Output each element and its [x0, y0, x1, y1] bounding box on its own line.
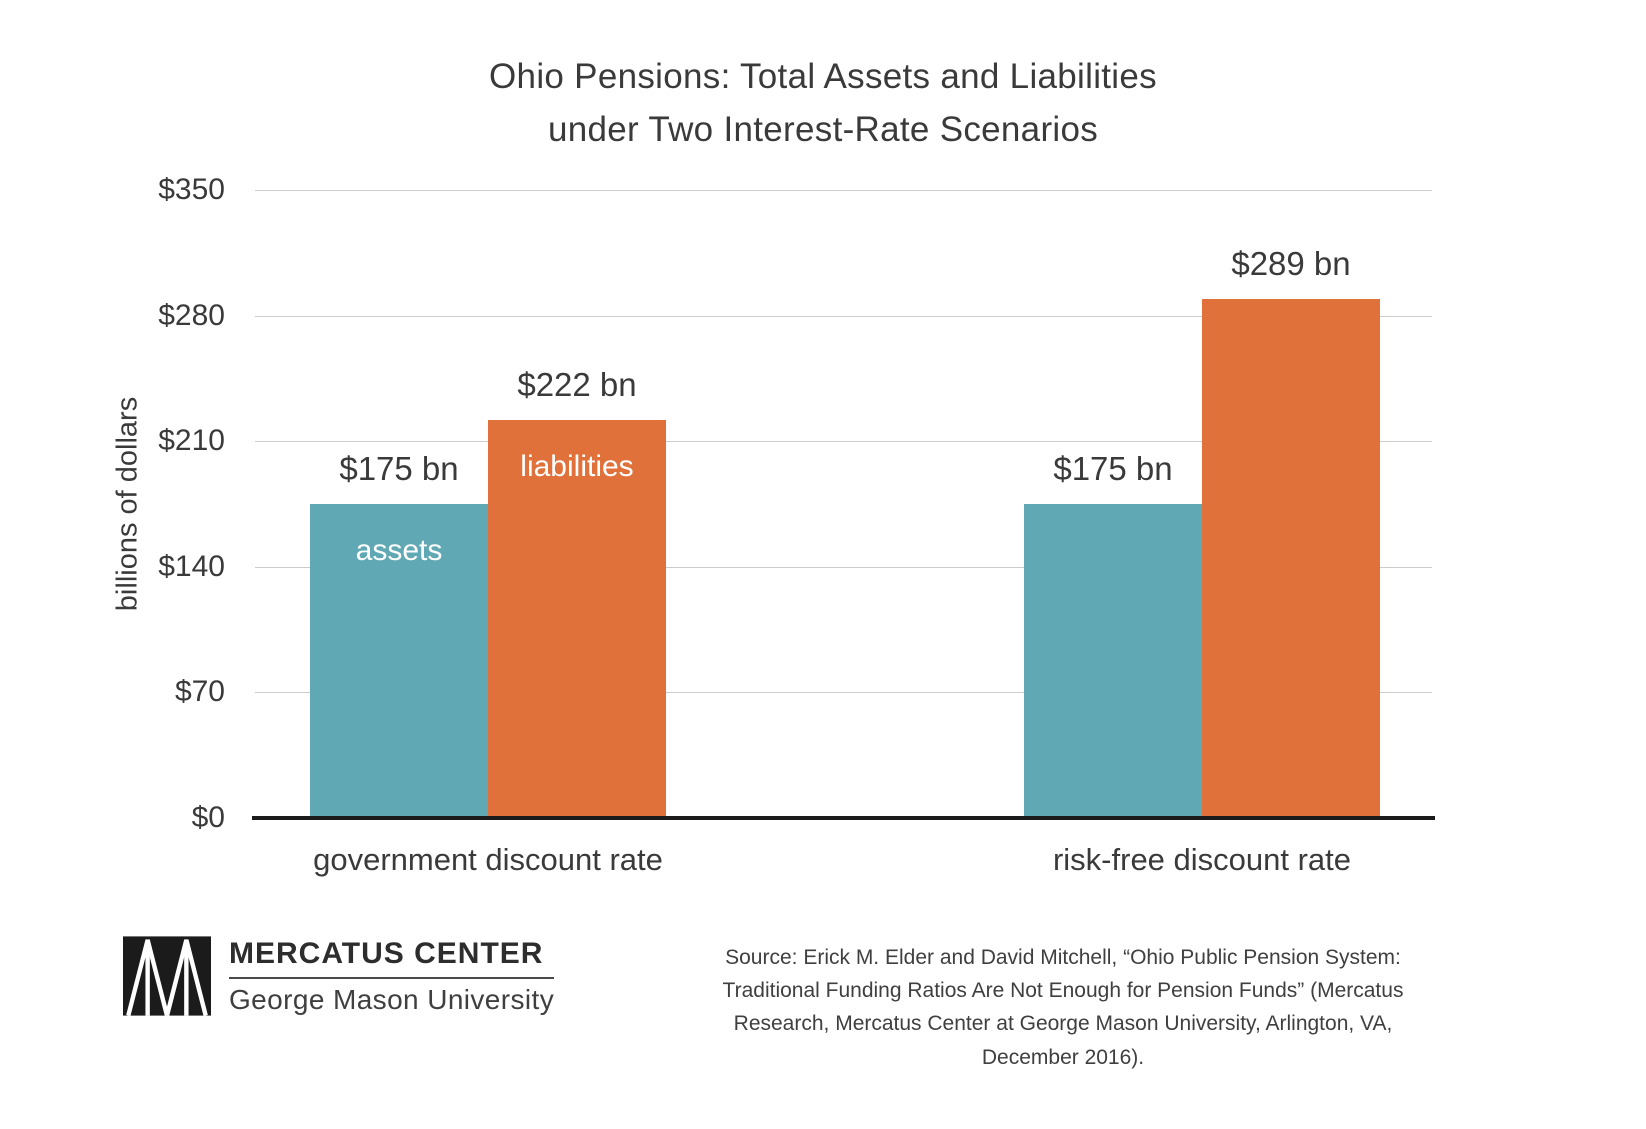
y-tick-label-70: $70 [174, 675, 225, 709]
gridline-70 [255, 692, 1432, 694]
bar-group-1: $175 bn assets $222 bn liabilities [310, 190, 666, 818]
chart-title: Ohio Pensions: Total Assets and Liabilit… [0, 50, 1646, 156]
bar-value-label: $222 bn [517, 365, 637, 403]
y-tick-label-140: $140 [158, 549, 225, 583]
chart-title-line-2: under Two Interest-Rate Scenarios [547, 110, 1099, 149]
gridline-210 [255, 441, 1432, 443]
bar-group-2: $175 bn $289 bn [1024, 190, 1380, 818]
y-tick-label-210: $210 [158, 424, 225, 458]
plot-area: $0 $70 $140 $210 $280 $350 $175 bn assets $222 b… [158, 173, 1435, 834]
bar-value-label: $175 bn [339, 450, 459, 487]
logo-divider [229, 976, 555, 979]
y-tick-label-0: $0 [191, 801, 225, 834]
bar-liabilities: $222 bn liabilities [488, 366, 666, 818]
bar-value-label: $289 bn [1231, 245, 1351, 283]
y-tick-label-350: $350 [158, 173, 225, 206]
source-text: Source: Erick M. Elder and David Mitchel… [722, 946, 1404, 1069]
logo-org-name: MERCATUS CENTER [229, 936, 544, 970]
logo-university-name: George Mason University [229, 983, 555, 1015]
bar-inner-label: assets [355, 534, 443, 567]
y-axis-title: billions of dollars [111, 396, 144, 612]
gridline-140 [255, 566, 1432, 568]
x-axis-label-2: risk-free discount rate [1052, 842, 1352, 877]
mercatus-logo: MERCATUS CENTER George Mason University [123, 936, 555, 1016]
mercatus-triangles-mark-icon [123, 936, 211, 1016]
zero-axis-line [252, 816, 1435, 820]
gridline-280 [255, 315, 1432, 317]
bar-assets: $175 bn assets [310, 450, 488, 818]
x-axis-label-1: government discount rate [313, 842, 663, 877]
chart-title-line-1: Ohio Pensions: Total Assets and Liabilit… [489, 57, 1157, 96]
bar-value-label: $175 bn [1053, 450, 1173, 487]
y-tick-label-280: $280 [158, 298, 225, 332]
bar-inner-label: liabilities [520, 449, 634, 483]
gridline-350 [255, 190, 1432, 191]
bar-assets: $175 bn [1024, 450, 1202, 818]
logo-text: MERCATUS CENTER George Mason University [229, 936, 555, 1016]
bar-liabilities: $289 bn [1202, 245, 1380, 818]
